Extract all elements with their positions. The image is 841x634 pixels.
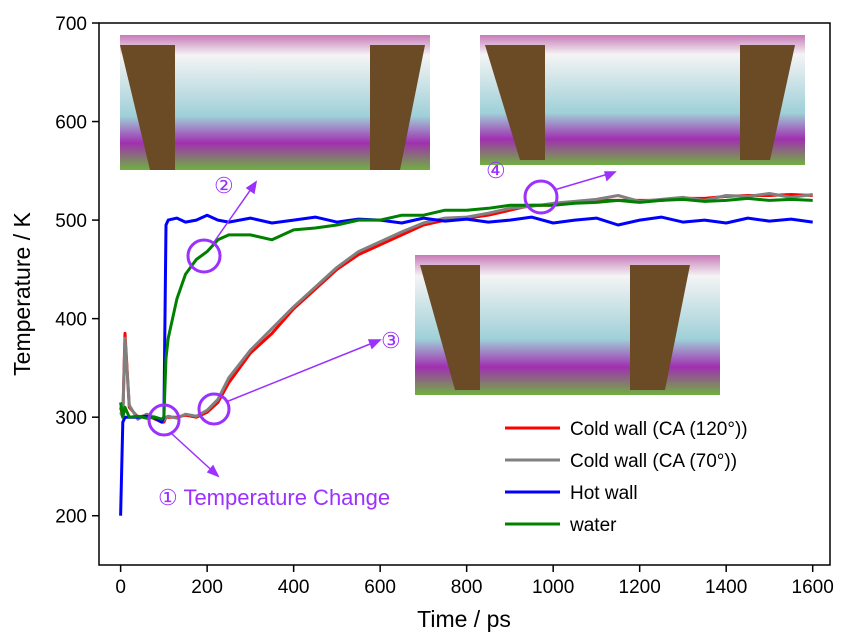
legend-label: Hot wall [570, 483, 638, 504]
x-tick-label: 200 [191, 577, 223, 598]
inset-wall [120, 45, 175, 170]
arrowhead [206, 464, 220, 478]
x-tick-label: 1000 [532, 577, 574, 598]
y-tick-label: 300 [55, 408, 87, 429]
x-tick-label: 1600 [792, 577, 834, 598]
y-tick-label: 600 [55, 113, 87, 134]
series-line [119, 213, 813, 516]
y-tick-label: 500 [55, 211, 87, 232]
inset-wall [485, 45, 545, 160]
legend-label: Cold wall (CA (70°)) [570, 451, 737, 472]
x-tick-label: 400 [278, 577, 310, 598]
arrow [225, 339, 381, 403]
inset-wall [630, 265, 690, 390]
x-tick-label: 1200 [619, 577, 661, 598]
x-tick-label: 800 [451, 577, 483, 598]
arrow [553, 171, 616, 191]
annotation-markers [147, 171, 617, 478]
inset-wall [740, 45, 795, 160]
annotation: ② [214, 173, 234, 198]
marker-circle [147, 403, 181, 437]
y-tick-label: 200 [55, 507, 87, 528]
x-tick-label: 0 [115, 577, 126, 598]
arrow [213, 181, 257, 243]
y-tick-label: 700 [55, 14, 87, 35]
annotation: ① Temperature Change [158, 485, 390, 510]
inset-images [120, 35, 805, 395]
series-line [119, 196, 813, 421]
y-tick-label: 400 [55, 310, 87, 331]
x-tick-label: 600 [364, 577, 396, 598]
x-tick-label: 1400 [705, 577, 747, 598]
plot-area [119, 192, 813, 516]
arrowhead [245, 180, 258, 195]
x-axis-label: Time / ps [417, 606, 511, 632]
inset-wall [420, 265, 480, 390]
marker-circle [197, 392, 231, 426]
inset-wall [370, 45, 425, 170]
arrowhead [367, 339, 382, 350]
arrowhead [604, 171, 617, 182]
marker-circle [523, 179, 559, 215]
legend-label: Cold wall (CA (120°)) [570, 419, 748, 440]
marker-circle [186, 238, 222, 274]
annotation: ③ [381, 328, 401, 353]
plot-frame [98, 22, 831, 566]
annotation: ④ [486, 158, 506, 183]
legend-label: water [569, 515, 617, 536]
y-axis-label: Temperature / K [9, 212, 35, 376]
